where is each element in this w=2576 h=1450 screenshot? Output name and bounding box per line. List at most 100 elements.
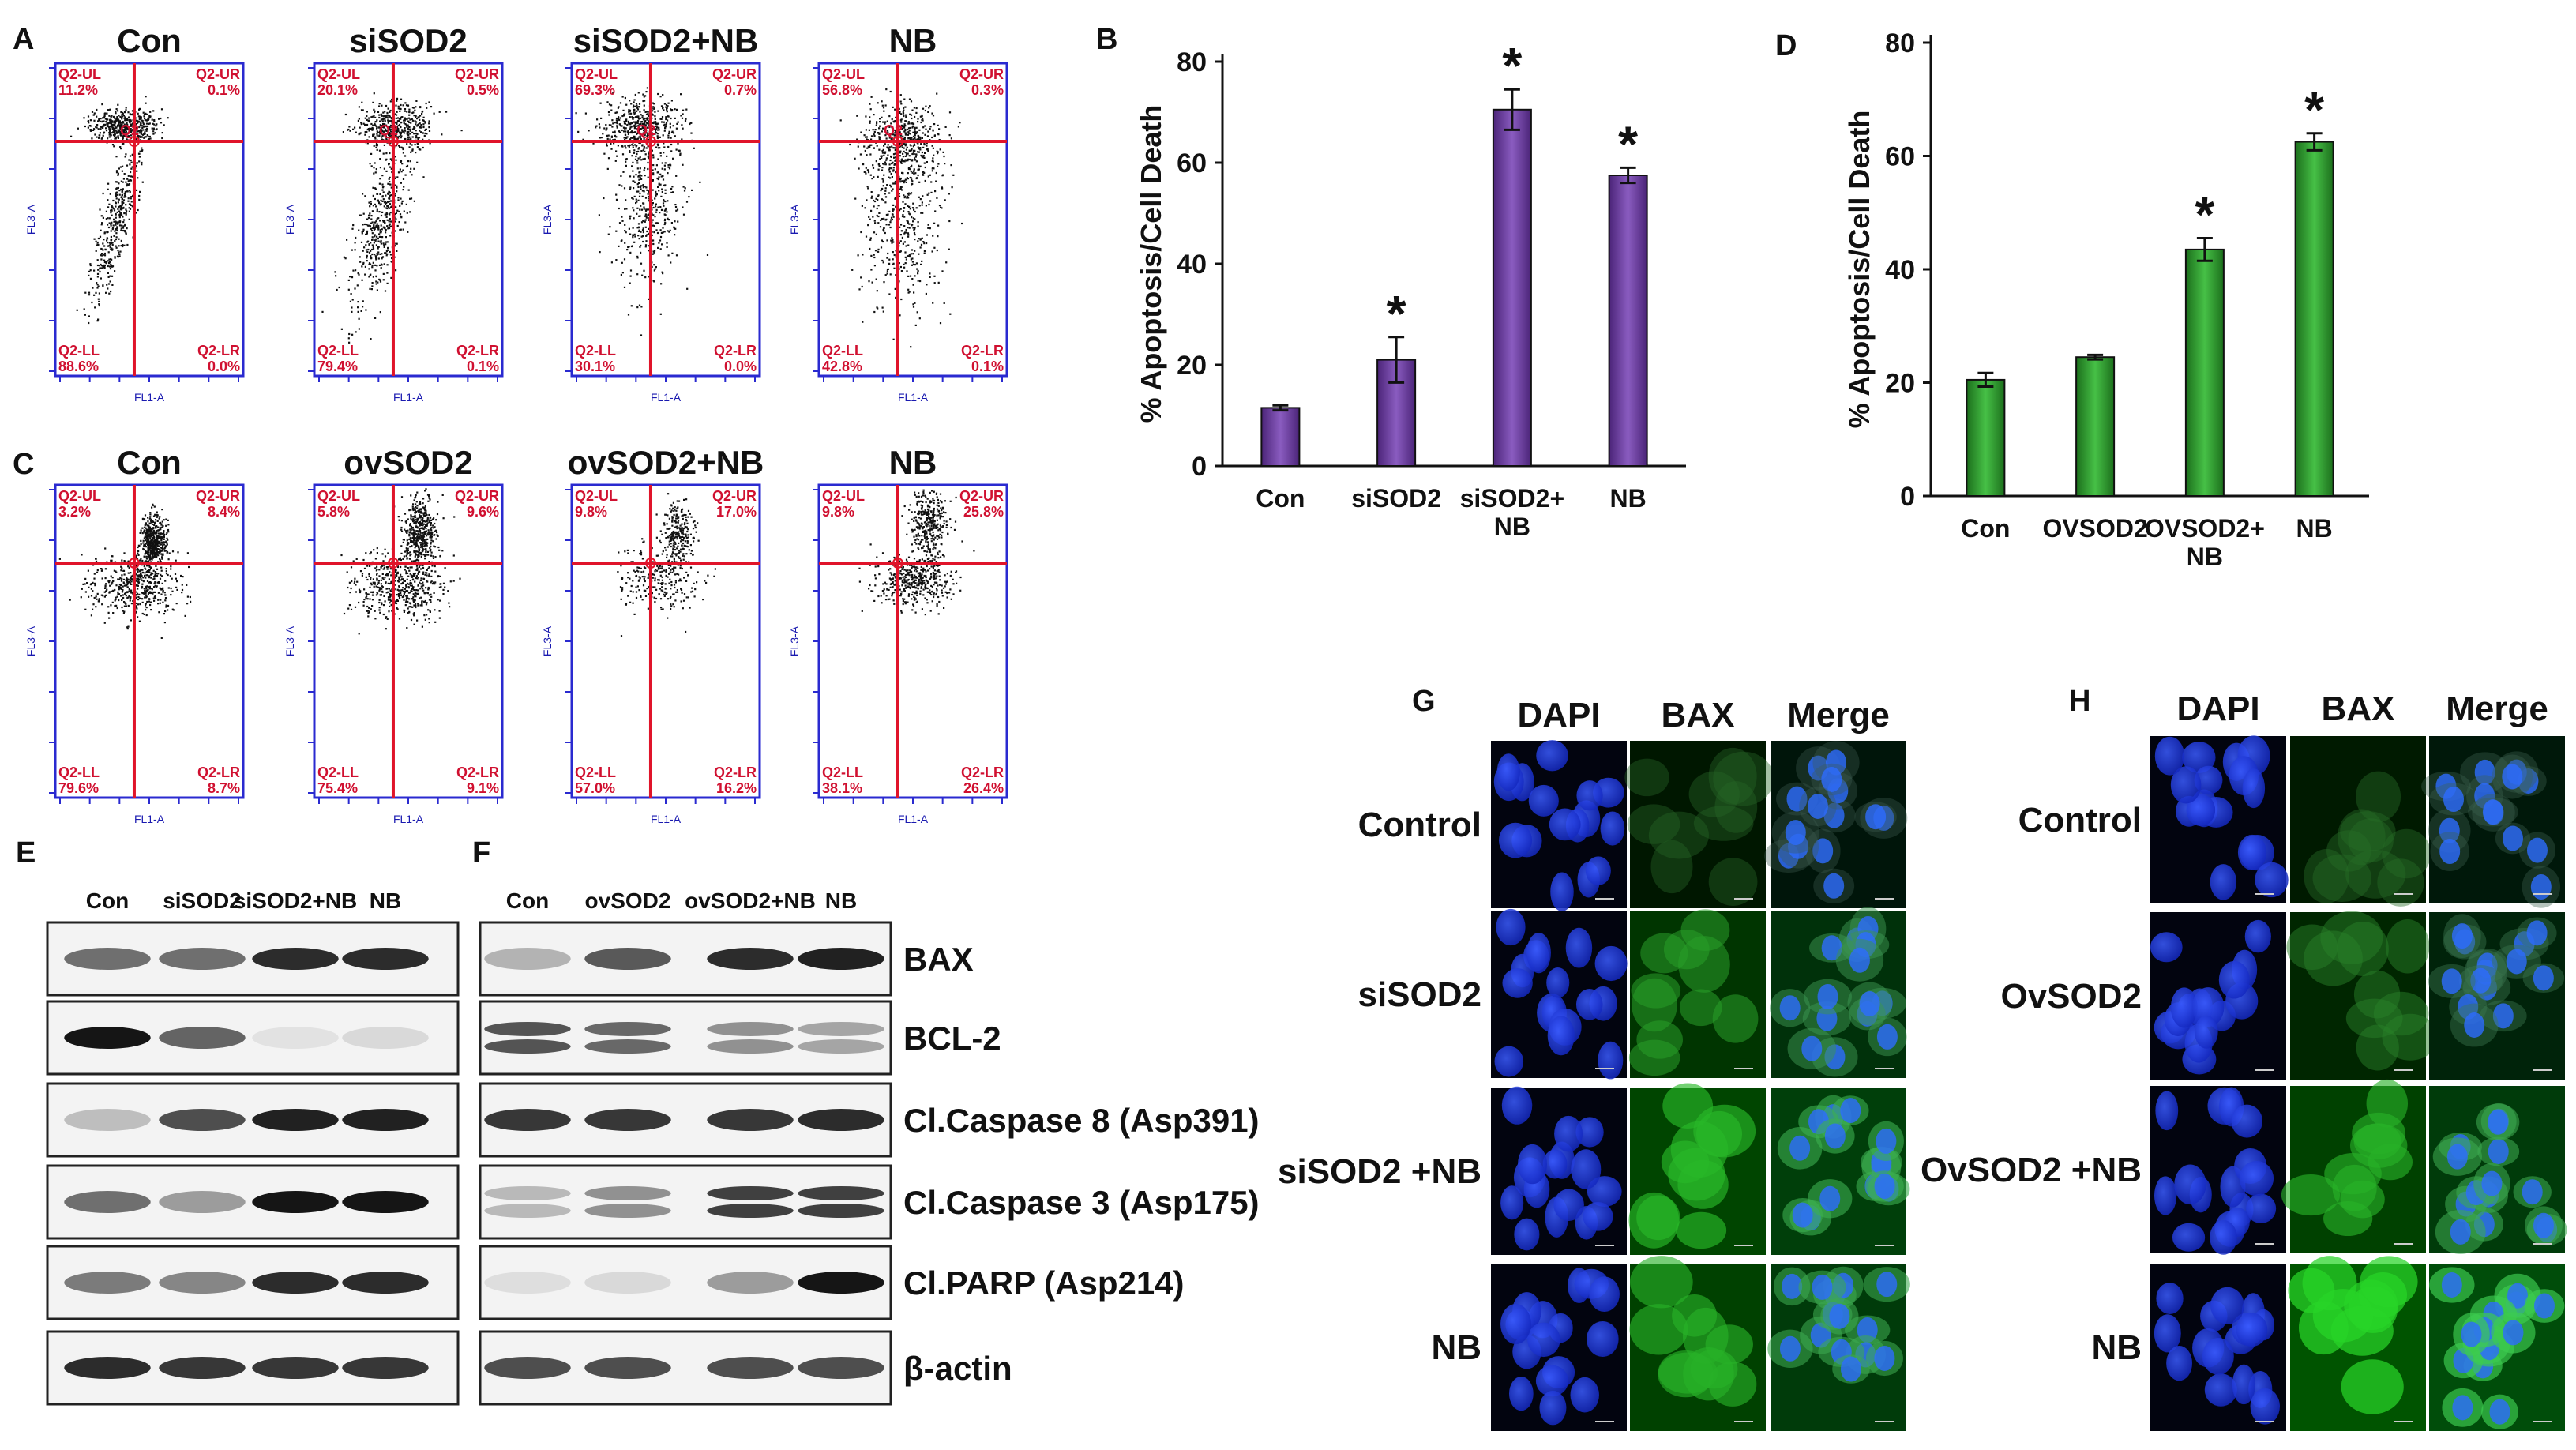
- event-dot: [922, 154, 925, 157]
- event-dot: [374, 239, 377, 242]
- event-dot: [904, 155, 907, 157]
- event-dot: [58, 558, 61, 560]
- event-dot: [682, 113, 684, 115]
- event-dot: [618, 131, 621, 133]
- event-dot: [862, 254, 864, 256]
- event-dot: [381, 602, 383, 604]
- gate-center: [892, 136, 903, 147]
- event-dot: [895, 274, 897, 276]
- event-dot: [113, 121, 115, 123]
- event-dot: [849, 143, 851, 146]
- event-dot: [141, 572, 145, 574]
- event-dot: [914, 133, 916, 136]
- event-dot: [395, 134, 397, 137]
- event-dot: [640, 235, 643, 238]
- event-dot: [141, 133, 144, 136]
- event-dot: [415, 123, 417, 126]
- event-dot: [652, 169, 654, 171]
- event-dot: [621, 145, 623, 147]
- event-dot: [869, 218, 871, 220]
- event-dot: [124, 223, 126, 226]
- event-dot: [870, 135, 873, 137]
- event-dot: [903, 126, 906, 129]
- event-dot: [137, 577, 140, 580]
- event-dot: [111, 115, 113, 117]
- event-dot: [144, 131, 146, 133]
- event-dot: [379, 128, 381, 131]
- event-dot: [129, 582, 131, 584]
- event-dot: [615, 111, 618, 114]
- event-dot: [916, 131, 918, 133]
- event-dot: [368, 276, 370, 278]
- event-dot: [663, 109, 665, 111]
- event-dot: [417, 116, 419, 118]
- event-dot: [445, 111, 448, 113]
- event-dot: [149, 528, 152, 530]
- event-dot: [164, 599, 167, 602]
- event-dot: [598, 123, 600, 126]
- event-dot: [905, 181, 907, 183]
- event-dot: [642, 149, 644, 152]
- event-dot: [112, 131, 115, 133]
- event-dot: [366, 218, 368, 220]
- event-dot: [143, 137, 145, 139]
- event-dot: [128, 119, 130, 122]
- event-dot: [159, 558, 161, 560]
- event-dot: [362, 224, 364, 226]
- event-dot: [612, 122, 614, 125]
- q2-ll-label: Q2-LL: [58, 343, 100, 359]
- event-dot: [84, 314, 86, 316]
- event-dot: [349, 300, 351, 302]
- event-dot: [387, 115, 389, 117]
- event-dot: [644, 197, 648, 199]
- event-dot: [918, 317, 921, 320]
- event-dot: [924, 166, 926, 169]
- event-dot: [921, 114, 923, 117]
- event-dot: [128, 132, 130, 134]
- event-dot: [155, 525, 157, 528]
- q2-ur-value: 0.3%: [971, 82, 1004, 98]
- event-dot: [155, 542, 158, 544]
- event-dot: [115, 216, 117, 219]
- event-dot: [117, 186, 119, 190]
- event-dot: [379, 231, 381, 234]
- event-dot: [885, 137, 888, 140]
- event-dot: [636, 128, 639, 130]
- event-dot: [637, 106, 640, 108]
- event-dot: [395, 117, 397, 119]
- event-dot: [104, 577, 107, 580]
- event-dot: [357, 306, 359, 309]
- event-dot: [110, 212, 112, 214]
- event-dot: [382, 242, 385, 245]
- event-dot: [919, 239, 922, 241]
- event-dot: [919, 115, 922, 118]
- event-dot: [647, 114, 650, 116]
- event-dot: [880, 246, 883, 249]
- event-dot: [163, 613, 165, 615]
- event-dot: [910, 253, 912, 255]
- event-dot: [665, 207, 667, 210]
- event-dot: [145, 558, 148, 560]
- event-dot: [640, 251, 642, 254]
- event-dot: [372, 261, 374, 264]
- event-dot: [152, 547, 155, 550]
- event-dot: [912, 138, 914, 141]
- event-dot: [670, 100, 673, 102]
- event-dot: [892, 153, 896, 156]
- event-dot: [412, 509, 415, 512]
- event-dot: [901, 236, 903, 239]
- event-dot: [163, 541, 166, 543]
- event-dot: [389, 235, 392, 237]
- event-dot: [152, 548, 155, 550]
- event-dot: [125, 196, 127, 198]
- event-dot: [136, 119, 138, 122]
- event-dot: [379, 193, 381, 195]
- event-dot: [674, 206, 678, 208]
- event-dot: [148, 526, 151, 528]
- event-dot: [141, 532, 144, 534]
- event-dot: [404, 108, 407, 111]
- event-dot: [858, 288, 861, 291]
- event-dot: [875, 160, 877, 163]
- event-dot: [655, 222, 657, 224]
- event-dot: [892, 170, 895, 172]
